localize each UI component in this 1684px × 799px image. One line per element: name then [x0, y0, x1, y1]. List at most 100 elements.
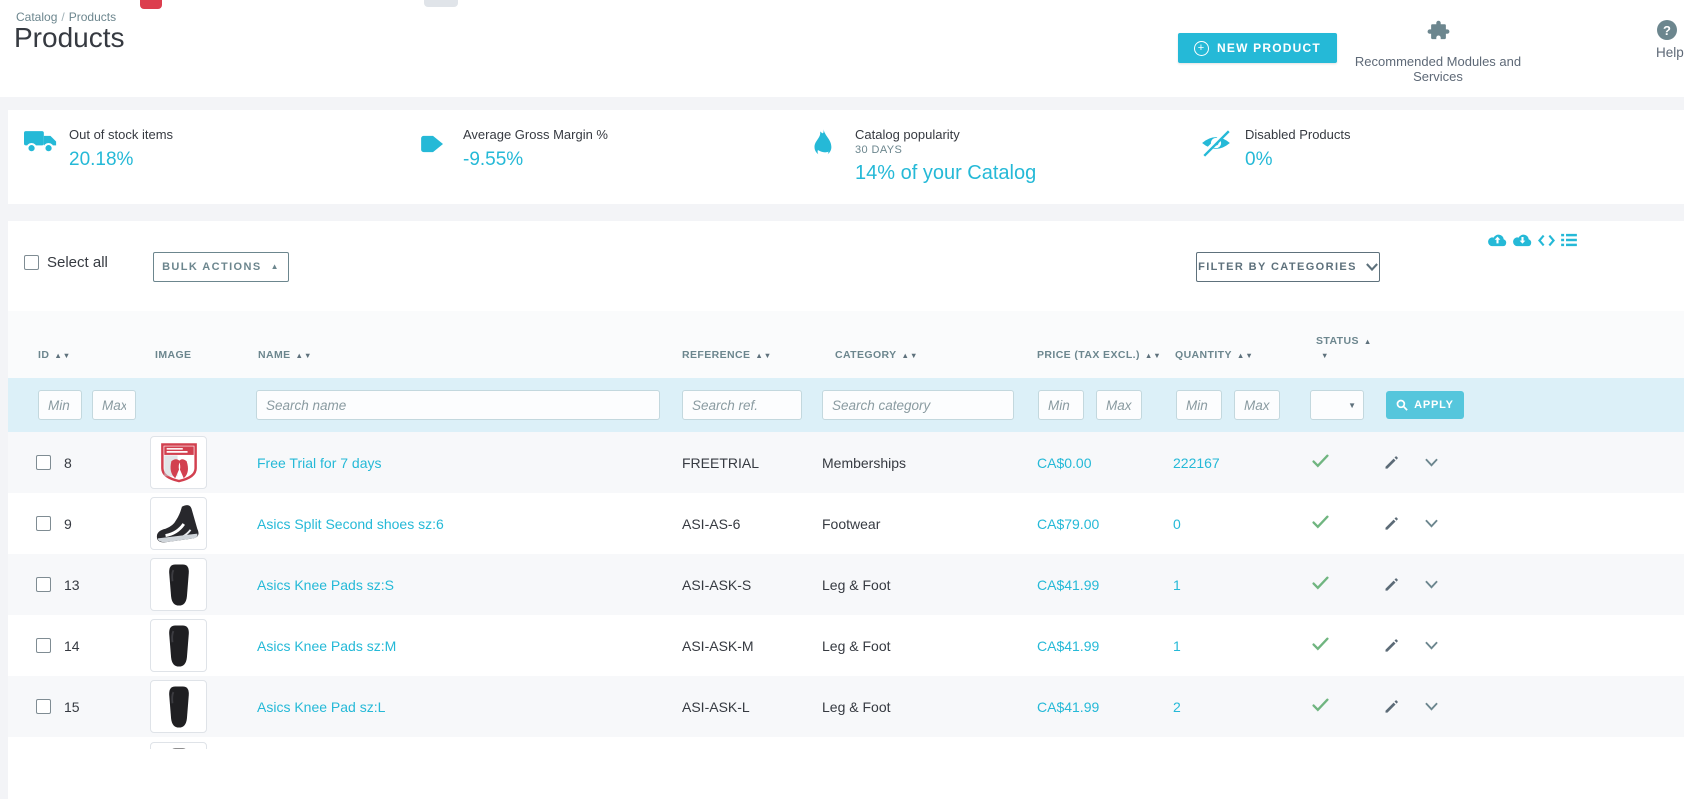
filter-category-input[interactable]	[822, 390, 1014, 420]
crest-logo-image	[160, 442, 197, 482]
product-thumbnail[interactable]	[150, 497, 207, 550]
row-dropdown-toggle[interactable]	[1425, 641, 1438, 650]
export-cloud-up-icon[interactable]	[1488, 233, 1507, 247]
edit-button[interactable]	[1384, 699, 1399, 714]
sort-icons[interactable]: ▲▼	[901, 351, 919, 360]
table-row	[8, 737, 1684, 749]
product-name-link[interactable]: Asics Split Second shoes sz:6	[257, 515, 444, 532]
filter-price-min-input[interactable]	[1038, 390, 1084, 420]
sort-icons[interactable]: ▲▼	[54, 351, 72, 360]
row-checkbox[interactable]	[36, 638, 51, 653]
sort-icons[interactable]: ▲▼	[1236, 351, 1254, 360]
row-checkbox[interactable]	[36, 577, 51, 592]
status-check-icon[interactable]	[1312, 698, 1329, 712]
kneepad-image	[168, 685, 189, 728]
apply-filter-button[interactable]: APPLY	[1386, 391, 1464, 419]
column-header-name[interactable]: NAME ▲▼	[258, 349, 313, 361]
row-checkbox[interactable]	[36, 516, 51, 531]
edit-button[interactable]	[1384, 455, 1399, 470]
sort-desc-icon[interactable]: ▼	[1321, 351, 1330, 360]
column-header-category[interactable]: CATEGORY ▲▼	[835, 349, 919, 361]
import-cloud-down-icon[interactable]	[1513, 233, 1532, 247]
kpi-out-of-stock: Out of stock items 20.18%	[24, 127, 173, 171]
code-icon[interactable]	[1538, 234, 1555, 247]
product-name-link[interactable]	[256, 737, 257, 749]
select-all: Select all	[24, 254, 108, 271]
select-all-label: Select all	[47, 254, 108, 271]
product-id: 13	[64, 576, 80, 593]
product-id: 15	[64, 698, 80, 715]
sort-icons[interactable]: ▲▼	[1144, 351, 1162, 360]
filter-status-select[interactable]: ▼	[1310, 390, 1364, 420]
kpi-value: 0%	[1245, 149, 1273, 170]
panel-action-icons	[1488, 233, 1577, 247]
sort-asc-icon[interactable]: ▲	[1363, 337, 1373, 346]
recommended-modules-link[interactable]: Recommended Modules and Services	[1336, 20, 1540, 84]
product-category: Leg & Foot	[822, 576, 891, 593]
product-thumbnail[interactable]	[150, 619, 207, 672]
row-dropdown-toggle[interactable]	[1425, 519, 1438, 528]
help-link[interactable]: ? Help	[1648, 20, 1684, 60]
edit-button[interactable]	[1384, 638, 1399, 653]
new-product-button[interactable]: + NEW PRODUCT	[1178, 33, 1337, 63]
kpi-value: 20.18%	[69, 149, 134, 170]
column-header-id[interactable]: ID ▲▼	[38, 349, 72, 361]
filter-name-input[interactable]	[256, 390, 660, 420]
product-price: CA$0.00	[1037, 454, 1092, 471]
table-body: 8 Free Trial for 7 days FREETRIAL Member…	[8, 432, 1684, 749]
filter-id-min-input[interactable]	[38, 390, 82, 420]
table-row: 8 Free Trial for 7 days FREETRIAL Member…	[8, 432, 1684, 493]
column-header-price[interactable]: PRICE (TAX EXCL.) ▲▼	[1037, 349, 1162, 361]
filter-quantity-min-input[interactable]	[1176, 390, 1222, 420]
row-checkbox[interactable]	[36, 455, 51, 470]
select-all-checkbox[interactable]	[24, 255, 39, 270]
filter-reference-input[interactable]	[682, 390, 802, 420]
row-dropdown-toggle[interactable]	[1425, 458, 1438, 467]
row-dropdown-toggle[interactable]	[1425, 702, 1438, 711]
kpi-disabled-products: Disabled Products 0%	[1200, 127, 1351, 171]
edit-button[interactable]	[1384, 516, 1399, 531]
puzzle-icon	[1427, 20, 1449, 40]
product-thumbnail[interactable]	[150, 558, 207, 611]
status-check-icon[interactable]	[1312, 637, 1329, 651]
list-view-icon[interactable]	[1561, 233, 1577, 247]
sort-icons[interactable]: ▲▼	[295, 351, 313, 360]
product-price: CA$41.99	[1037, 698, 1100, 715]
kpi-label: Average Gross Margin %	[463, 127, 608, 142]
row-dropdown-toggle[interactable]	[1425, 580, 1438, 589]
kpi-gross-margin: Average Gross Margin % -9.55%	[418, 127, 608, 171]
product-thumbnail[interactable]	[150, 436, 207, 489]
row-checkbox[interactable]	[36, 699, 51, 714]
pencil-icon	[1385, 517, 1398, 530]
product-reference: FREETRIAL	[682, 454, 760, 471]
column-header-actions	[1380, 361, 1556, 378]
filter-id-max-input[interactable]	[92, 390, 136, 420]
pencil-icon	[1385, 456, 1398, 469]
product-name-link[interactable]: Asics Knee Pad sz:L	[257, 698, 386, 715]
status-check-icon[interactable]	[1312, 454, 1329, 468]
product-id: 8	[64, 454, 72, 471]
product-name-link[interactable]: Free Trial for 7 days	[257, 454, 382, 471]
filter-quantity-max-input[interactable]	[1234, 390, 1280, 420]
kpi-label: Disabled Products	[1245, 127, 1351, 142]
collapse-triangle-icon: ▲	[270, 262, 280, 271]
product-thumbnail[interactable]	[150, 742, 207, 749]
product-name-link[interactable]: Asics Knee Pads sz:M	[257, 637, 397, 654]
column-header-reference[interactable]: REFERENCE ▲▼	[682, 349, 773, 361]
chevron-down-icon	[1425, 580, 1438, 589]
sort-icons[interactable]: ▲▼	[755, 351, 773, 360]
edit-button[interactable]	[1384, 577, 1399, 592]
column-header-status[interactable]: STATUS ▲ ▼	[1308, 336, 1380, 378]
bulk-actions-button[interactable]: BULK ACTIONS ▲	[153, 252, 289, 282]
filter-price-max-input[interactable]	[1096, 390, 1142, 420]
breadcrumb-parent[interactable]: Catalog	[16, 10, 58, 24]
kpi-panel: Out of stock items 20.18% Average Gross …	[8, 110, 1684, 204]
status-check-icon[interactable]	[1312, 576, 1329, 590]
product-name-link[interactable]: Asics Knee Pads sz:S	[257, 576, 394, 593]
product-thumbnail[interactable]	[150, 680, 207, 733]
product-quantity: 222167	[1173, 454, 1220, 471]
status-check-icon[interactable]	[1312, 515, 1329, 529]
filter-by-categories-button[interactable]: FILTER BY CATEGORIES	[1196, 252, 1380, 282]
product-quantity: 1	[1173, 576, 1181, 593]
column-header-quantity[interactable]: QUANTITY ▲▼	[1175, 349, 1254, 361]
